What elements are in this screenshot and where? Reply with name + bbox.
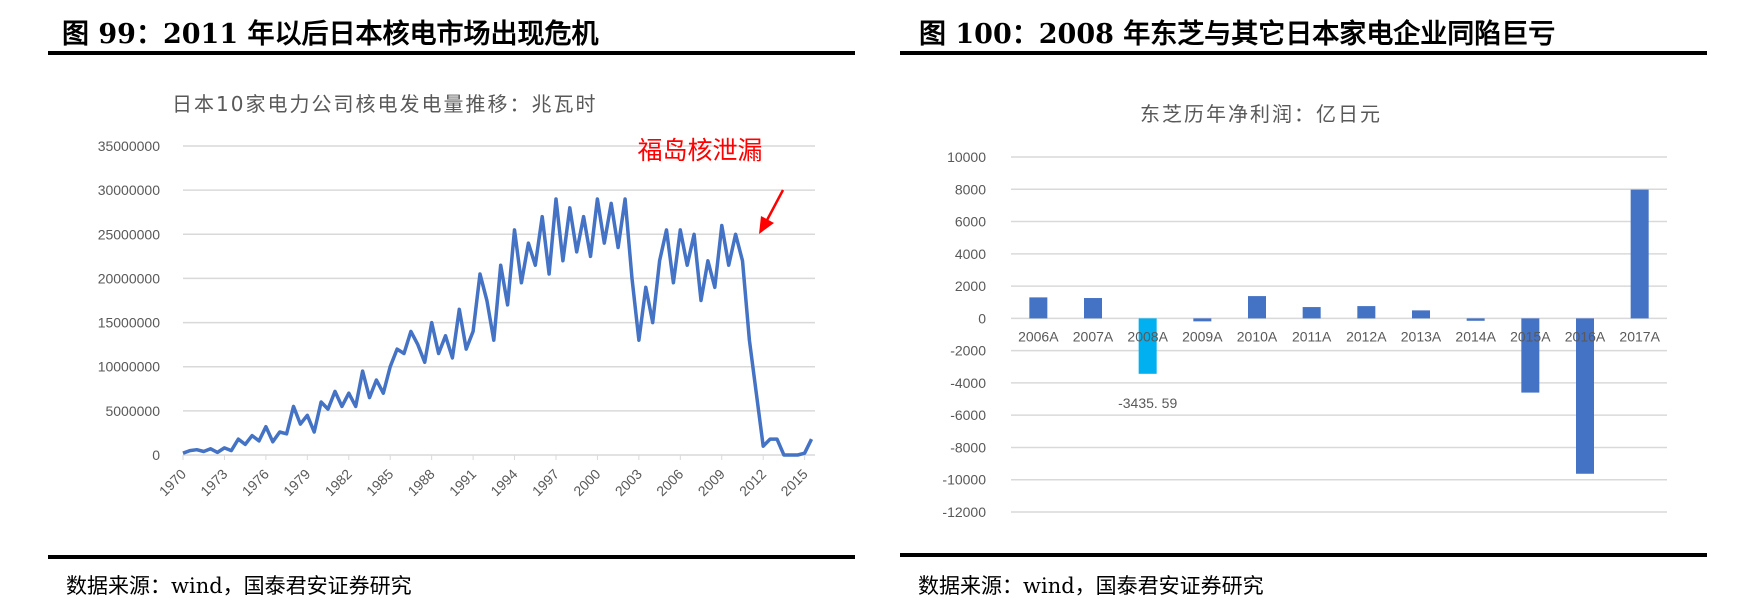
y-tick-label: 30000000	[98, 182, 161, 198]
x-tick-label: 2006	[653, 466, 686, 499]
x-tick-label: 2014A	[1455, 328, 1496, 344]
annotation-label: 福岛核泄漏	[637, 136, 762, 165]
right-figure-title: 图 100：2008 年东芝与其它日本家电企业同陷巨亏	[919, 19, 1556, 50]
y-tick-label: 5000000	[105, 403, 160, 419]
bar-2007A	[1084, 298, 1102, 319]
bar-2014A	[1466, 318, 1485, 321]
x-tick-label: 1991	[446, 466, 479, 499]
bar-2010A	[1248, 296, 1266, 319]
x-tick-label: 2013A	[1401, 328, 1442, 344]
x-tick-label: 1976	[239, 466, 272, 499]
y-tick-label: 35000000	[98, 138, 161, 154]
annotation-arrow	[764, 189, 785, 223]
y-tick-label: 15000000	[98, 315, 161, 331]
y-tick-label: 25000000	[98, 226, 161, 242]
right-top-rule	[900, 51, 1707, 55]
y-tick-label: -8000	[950, 439, 986, 455]
bar-2006A	[1029, 297, 1048, 319]
y-tick-label: -2000	[950, 343, 986, 359]
x-tick-label: 1970	[156, 466, 189, 499]
right-source: 数据来源：wind，国泰君安证券研究	[918, 574, 1264, 598]
bar-2015A	[1521, 318, 1540, 393]
x-tick-label: 2007A	[1073, 328, 1114, 344]
right-chart-title: 东芝历年净利润：亿日元	[1140, 102, 1382, 126]
x-tick-label: 2017A	[1619, 328, 1660, 344]
x-tick-label: 1985	[363, 466, 396, 499]
y-tick-label: 10000	[947, 149, 986, 165]
left-figure-title: 图 99：2011 年以后日本核电市场出现危机	[62, 19, 599, 50]
x-tick-label: 1988	[404, 466, 437, 499]
y-tick-label: -6000	[950, 407, 986, 423]
annotation-arrowhead	[759, 216, 774, 234]
left-bottom-rule	[48, 555, 855, 559]
x-tick-label: 2011A	[1292, 328, 1332, 344]
x-tick-label: 2012	[736, 466, 769, 499]
y-tick-label: 6000	[955, 214, 986, 230]
x-tick-label: 1994	[487, 466, 520, 499]
bar-2017A	[1630, 189, 1649, 319]
y-tick-label: -12000	[942, 504, 986, 520]
left-top-rule	[48, 51, 855, 55]
y-tick-label: 8000	[955, 181, 986, 197]
y-tick-label: -4000	[950, 375, 986, 391]
left-chart-title: 日本10家电力公司核电发电量推移：兆瓦时	[172, 92, 598, 116]
x-tick-label: 2000	[570, 466, 603, 499]
y-tick-label: 20000000	[98, 270, 161, 286]
series-line	[182, 197, 814, 457]
x-tick-label: 2012A	[1346, 328, 1387, 344]
left-source: 数据来源：wind，国泰君安证券研究	[66, 574, 412, 598]
x-tick-label: 1979	[280, 466, 313, 499]
x-tick-label: 2010A	[1237, 328, 1278, 344]
bar-2016A	[1576, 318, 1594, 474]
x-tick-label: 1973	[197, 466, 230, 499]
y-tick-label: 2000	[955, 278, 986, 294]
y-tick-label: 10000000	[98, 359, 161, 375]
x-tick-label: 2008A	[1127, 328, 1168, 344]
x-tick-label: 1997	[529, 466, 562, 499]
x-tick-label: 2003	[612, 466, 645, 499]
x-tick-label: 2015	[777, 466, 810, 499]
x-tick-label: 2016A	[1565, 328, 1606, 344]
data-label: -3435. 59	[1118, 395, 1177, 411]
bar-2012A	[1357, 306, 1376, 319]
x-tick-label: 2006A	[1018, 328, 1059, 344]
y-tick-label: 0	[978, 310, 986, 326]
y-tick-label: 0	[152, 447, 160, 463]
y-tick-label: -10000	[942, 472, 986, 488]
bar-2011A	[1302, 307, 1321, 319]
bar-2009A	[1193, 318, 1212, 322]
y-tick-label: 4000	[955, 246, 986, 262]
x-tick-label: 1982	[322, 466, 355, 499]
right-bottom-rule	[900, 553, 1707, 557]
bar-2013A	[1412, 310, 1430, 319]
x-tick-label: 2009	[695, 466, 728, 499]
x-tick-label: 2015A	[1510, 328, 1551, 344]
x-tick-label: 2009A	[1182, 328, 1223, 344]
bar-2008A	[1138, 318, 1157, 374]
